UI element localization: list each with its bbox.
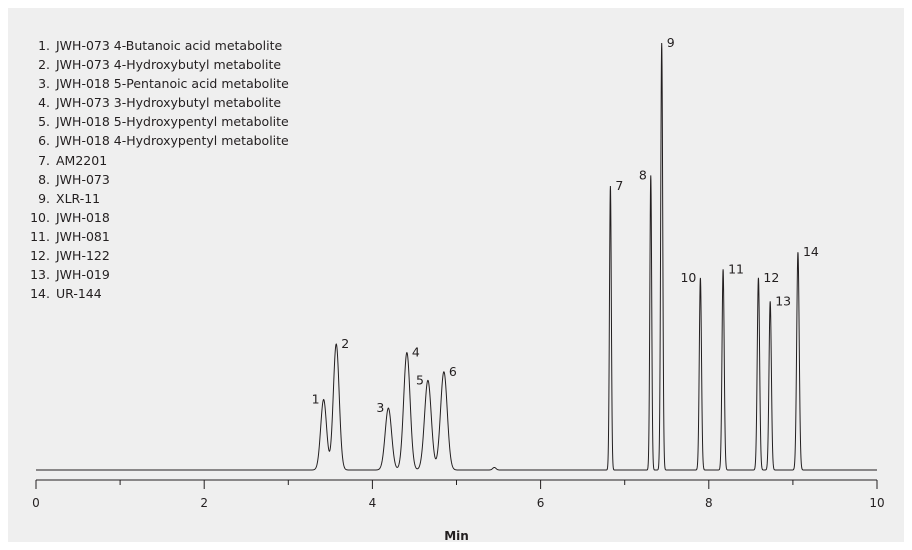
- legend-item: 3. JWH-018 5-Pentanoic acid metabolite: [26, 74, 289, 93]
- peak-label-3: 3: [376, 400, 384, 415]
- x-tick-label: 2: [200, 496, 208, 510]
- x-tick-label: 0: [32, 496, 40, 510]
- peak-label-12: 12: [763, 270, 779, 285]
- legend-item: 14. UR-144: [26, 284, 289, 303]
- peak-label-7: 7: [615, 178, 623, 193]
- legend-item-label: AM2201: [56, 152, 108, 168]
- legend-item: 8. JWH-073: [26, 170, 289, 189]
- legend-item: 10. JWH-018: [26, 208, 289, 227]
- peak-label-14: 14: [803, 244, 819, 259]
- peak-legend: 1. JWH-073 4-Butanoic acid metabolite 2. JW…: [26, 36, 289, 303]
- legend-item-number: 10.: [30, 209, 50, 225]
- chromatogram-trace: [36, 42, 877, 471]
- legend-item-label: JWH-019: [56, 267, 110, 283]
- legend-item-label: JWH-018 5-Pentanoic acid metabolite: [56, 76, 289, 92]
- peak-label-1: 1: [312, 392, 320, 407]
- legend-item-label: JWH-073 4-Hydroxybutyl metabolite: [56, 57, 282, 73]
- peak-label-4: 4: [412, 345, 420, 360]
- legend-item: 1. JWH-073 4-Butanoic acid metabolite: [26, 36, 289, 55]
- x-tick-label: 4: [369, 496, 377, 510]
- legend-item-number: 9.: [38, 190, 50, 206]
- x-axis-title: Min: [444, 529, 469, 543]
- peak-label-6: 6: [449, 364, 457, 379]
- legend-item: 5. JWH-018 5-Hydroxypentyl metabolite: [26, 112, 289, 131]
- legend-item-number: 4.: [38, 95, 50, 111]
- legend-item-number: 6.: [38, 133, 50, 149]
- x-axis: 0 2 4 6 8 10: [32, 479, 885, 510]
- legend-item-number: 1.: [38, 38, 50, 53]
- legend-item-label: JWH-018 5-Hydroxypentyl metabolite: [56, 114, 289, 130]
- legend-item-number: 12.: [30, 248, 50, 264]
- legend-item-number: 7.: [38, 152, 50, 168]
- legend-item-number: 5.: [38, 114, 50, 130]
- peak-label-9: 9: [667, 35, 675, 50]
- legend-item: 11. JWH-081: [26, 227, 289, 246]
- x-tick-label: 8: [705, 496, 713, 510]
- peak-label-2: 2: [341, 336, 349, 351]
- legend-item-label: JWH-018 4-Hydroxypentyl metabolite: [56, 133, 289, 149]
- legend-item-label: JWH-073 3-Hydroxybutyl metabolite: [56, 95, 282, 111]
- legend-item: 6. JWH-018 4-Hydroxypentyl metabolite: [26, 131, 289, 150]
- legend-item-label: XLR-11: [56, 190, 101, 206]
- peak-label-8: 8: [639, 167, 647, 182]
- legend-item-number: 11.: [30, 228, 50, 244]
- legend-item-number: 13.: [30, 267, 50, 283]
- legend-item: 9. XLR-11: [26, 189, 289, 208]
- legend-item: 13. JWH-019: [26, 265, 289, 284]
- peak-label-11: 11: [728, 261, 744, 276]
- legend-item: 12. JWH-122: [26, 246, 289, 265]
- legend-item-label: JWH-081: [56, 228, 110, 244]
- chart-panel: [8, 8, 904, 542]
- legend-item-number: 14.: [30, 286, 50, 302]
- legend-item: 7. AM2201: [26, 151, 289, 170]
- legend-item-label: JWH-122: [56, 248, 110, 264]
- peak-label-5: 5: [416, 372, 424, 387]
- peak-label-13: 13: [775, 293, 791, 308]
- legend-item-number: 8.: [38, 171, 50, 187]
- legend-item-label: UR-144: [56, 286, 102, 302]
- legend-item-number: 2.: [38, 57, 50, 73]
- legend-item: 2. JWH-073 4-Hydroxybutyl metabolite: [26, 55, 289, 74]
- legend-item: 4. JWH-073 3-Hydroxybutyl metabolite: [26, 93, 289, 112]
- legend-item-number: 3.: [38, 76, 50, 92]
- legend-item-label: JWH-018: [56, 209, 110, 225]
- legend-item-label: JWH-073: [56, 171, 110, 187]
- legend-item-label: JWH-073 4-Butanoic acid metabolite: [56, 38, 283, 53]
- x-tick-label: 10: [869, 496, 884, 510]
- x-tick-label: 6: [537, 496, 545, 510]
- peak-label-10: 10: [680, 270, 696, 285]
